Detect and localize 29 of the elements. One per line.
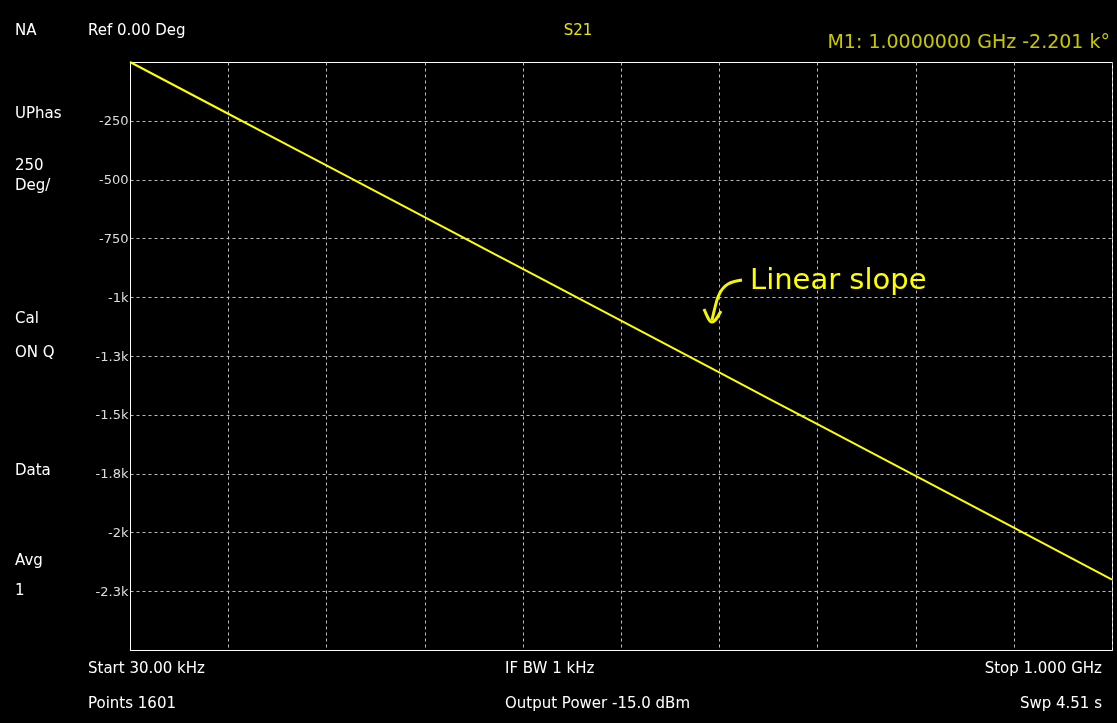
text: NA — [15, 21, 38, 39]
text: Ref 0.00 Deg — [88, 21, 186, 39]
text: Start 30.00 kHz — [88, 659, 206, 677]
y-tick-label: -1k — [108, 289, 129, 305]
y-tick-label: -1.8k — [95, 466, 129, 482]
y-tick-label: -250 — [98, 113, 129, 129]
text: Cal — [15, 309, 39, 327]
text: M1: 1.0000000 GHz -2.201 k° — [827, 30, 1110, 52]
y-tick-label: -2.3k — [95, 583, 129, 599]
text: Avg — [15, 551, 43, 569]
y-tick-label: -2k — [108, 524, 129, 540]
y-tick-label: -750 — [98, 230, 129, 246]
text: Data — [15, 461, 51, 479]
text: 250 — [15, 156, 44, 174]
text: 1 — [15, 581, 25, 599]
text: Points 1601 — [88, 694, 177, 712]
text: Deg/ — [15, 176, 52, 194]
text: Output Power -15.0 dBm — [505, 694, 690, 712]
y-tick-label: -1.3k — [95, 348, 129, 364]
y-tick-label: -1.5k — [95, 407, 129, 423]
text: Swp 4.51 s — [1019, 694, 1103, 712]
chart-title: S21 — [563, 21, 593, 39]
text: ON Q — [15, 343, 55, 361]
annotation: Linear slope — [750, 262, 927, 296]
text: UPhas — [15, 104, 62, 122]
y-tick-label: -500 — [98, 172, 129, 188]
line-series — [129, 61, 1113, 581]
text: IF BW 1 kHz — [505, 659, 595, 677]
text: Stop 1.000 GHz — [984, 659, 1103, 677]
